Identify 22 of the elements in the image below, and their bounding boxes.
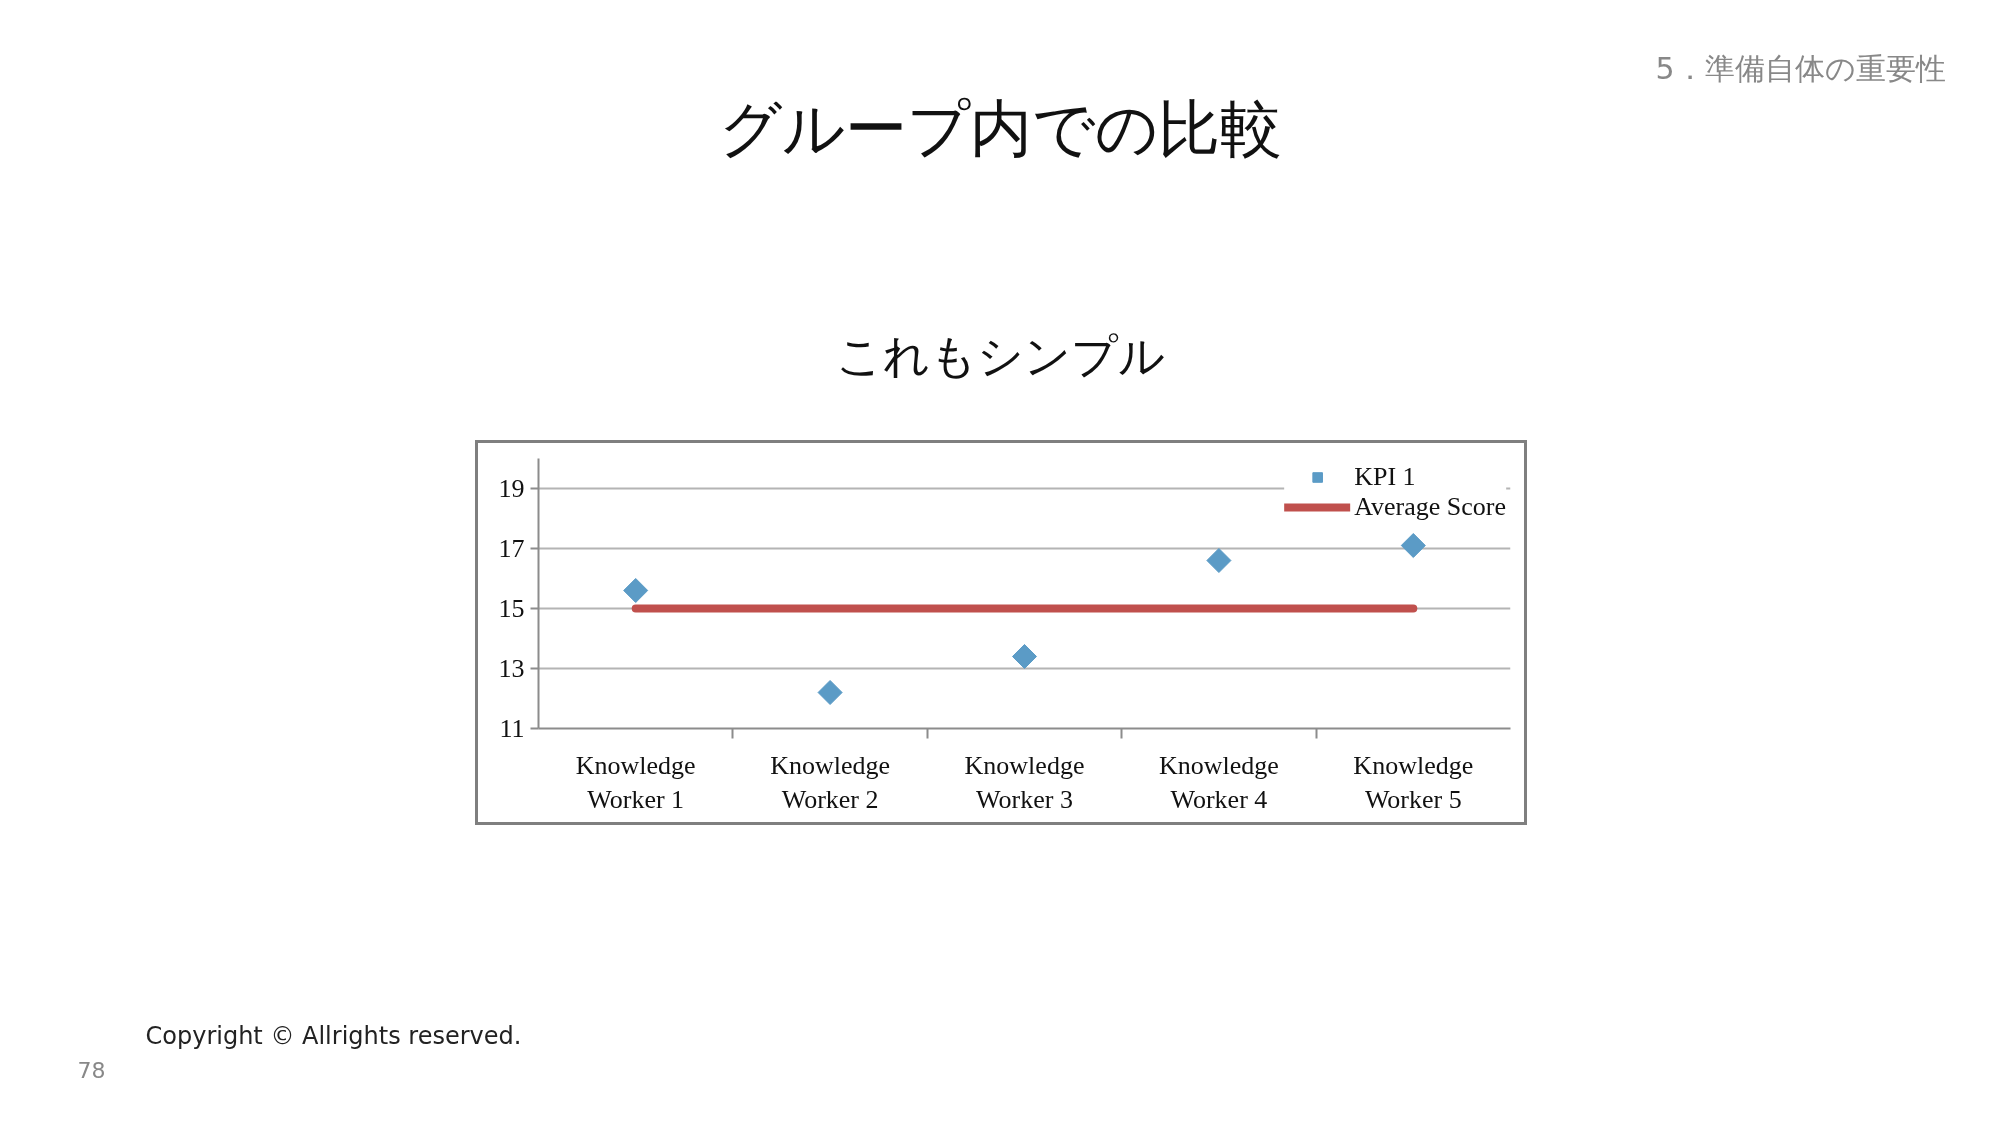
- point: [1206, 547, 1232, 574]
- x-tick-label: Knowledge Worker 1: [575, 750, 696, 815]
- point: [1011, 643, 1038, 670]
- y-tick-label: 13: [498, 654, 525, 683]
- x-tick-label: Knowledge Worker 3: [964, 750, 1085, 815]
- y-tick-label: 19: [498, 474, 525, 503]
- legend-label: KPI 1: [1354, 462, 1416, 492]
- x-tick-label: Knowledge Worker 4: [1158, 750, 1279, 815]
- chart-title: グループ内での比較: [719, 92, 1282, 165]
- point: [1400, 532, 1426, 559]
- point: [817, 679, 843, 706]
- text: 78: [77, 1057, 106, 1083]
- text: 5．準備自体の重要性: [1655, 51, 1946, 86]
- chart-subtitle: これもシンプル: [836, 328, 1165, 383]
- x-tick-label: Knowledge Worker 2: [770, 750, 891, 815]
- text: Copyright © Allrights reserved.: [145, 1021, 522, 1050]
- legend-label: Average Score: [1354, 492, 1506, 522]
- point: [623, 577, 649, 604]
- y-tick-label: 17: [498, 534, 525, 563]
- x-tick-label: Knowledge Worker 5: [1353, 750, 1474, 815]
- y-tick-label: 15: [498, 594, 525, 623]
- y-tick-label: 11: [499, 714, 525, 743]
